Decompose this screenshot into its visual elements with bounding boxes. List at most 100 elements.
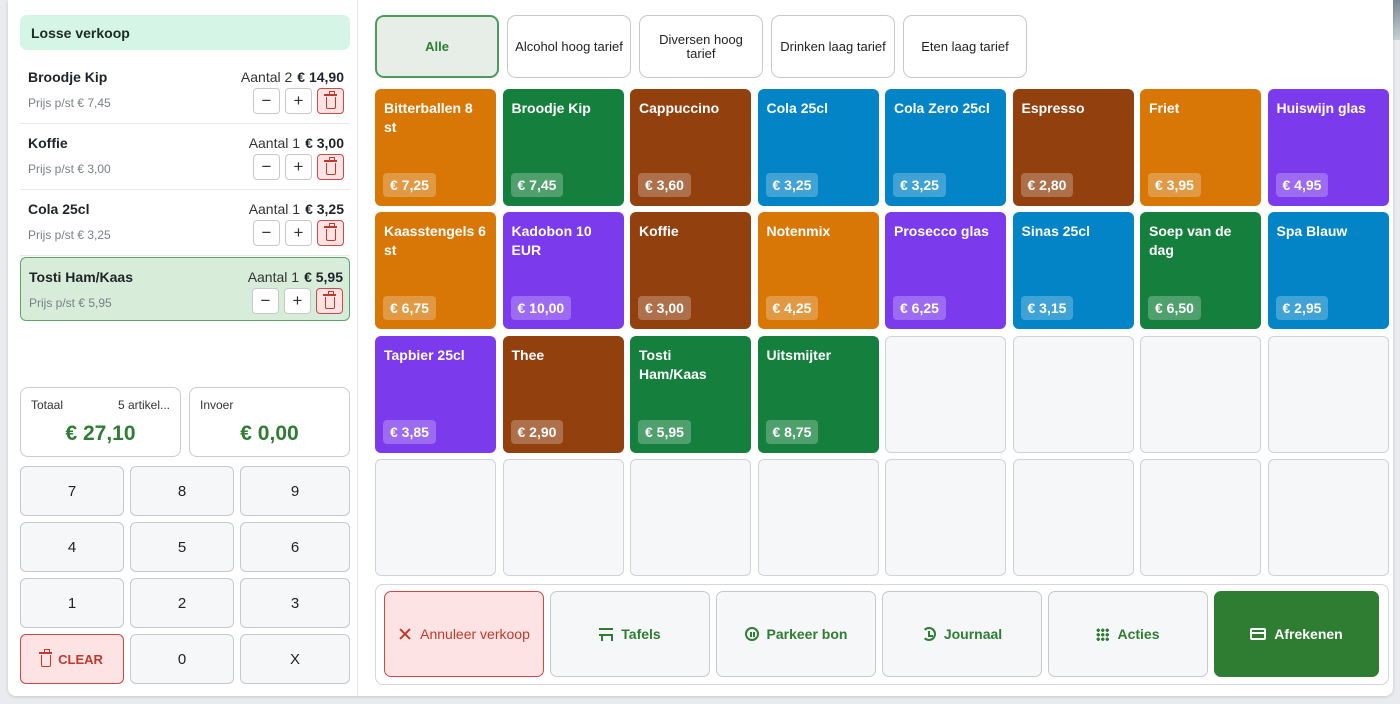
product-tile[interactable]: Notenmix € 4,25 (757, 212, 879, 329)
increase-button[interactable]: + (285, 220, 312, 246)
product-tile[interactable]: Spa Blauw € 2,95 (1267, 212, 1389, 329)
action-label: Journaal (943, 626, 1003, 642)
product-price: € 5,95 (638, 420, 691, 444)
product-name: Koffie (639, 223, 679, 239)
sale-header: Losse verkoop (20, 15, 350, 50)
input-value: € 0,00 (240, 422, 299, 445)
clear-label: CLEAR (58, 651, 103, 667)
product-name: Broodje Kip (511, 100, 591, 116)
product-tile[interactable]: Tosti Ham/Kaas € 5,95 (630, 336, 751, 453)
product-name: Espresso (1021, 100, 1085, 116)
key-4[interactable]: 4 (20, 522, 124, 572)
cart-item-controls: − + (252, 288, 343, 314)
key-8[interactable]: 8 (130, 466, 234, 516)
key-1[interactable]: 1 (20, 578, 124, 628)
trash-icon (323, 90, 337, 109)
remove-item-button[interactable] (317, 88, 344, 114)
product-name: Friet (1149, 100, 1180, 116)
product-name: Notenmix (766, 223, 831, 239)
annuleer-verkoop-button[interactable]: Annuleer verkoop (384, 591, 544, 677)
journaal-button[interactable]: Journaal (882, 591, 1042, 677)
key-0[interactable]: 0 (130, 634, 234, 684)
product-price: € 7,45 (510, 173, 564, 197)
category-tab[interactable]: Eten laag tarief (903, 15, 1027, 78)
increase-button[interactable]: + (284, 288, 311, 314)
category-tab[interactable]: Diversen hoog tarief (639, 15, 763, 78)
product-tile[interactable]: Tapbier 25cl € 3,85 (375, 336, 496, 453)
key-5[interactable]: 5 (130, 522, 234, 572)
acties-button[interactable]: Acties (1048, 591, 1208, 677)
product-price: € 4,95 (1275, 173, 1329, 197)
product-tile[interactable]: Bitterballen 8 st € 7,25 (375, 89, 496, 206)
decrease-button[interactable]: − (252, 288, 279, 314)
afrekenen-button[interactable]: Afrekenen (1214, 591, 1379, 677)
decrease-button[interactable]: − (253, 220, 280, 246)
empty-tile (502, 459, 624, 576)
tafels-button[interactable]: Tafels (550, 591, 710, 677)
input-card: Invoer € 0,00 (189, 387, 350, 457)
product-name: Huiswijn glas (1276, 100, 1366, 116)
action-label: Annuleer verkoop (420, 626, 530, 642)
product-tile[interactable]: Koffie € 3,00 (630, 212, 751, 329)
clear-button[interactable]: CLEAR (20, 634, 124, 684)
product-price: € 4,25 (765, 296, 819, 320)
product-tile[interactable]: Broodje Kip € 7,45 (502, 89, 624, 206)
empty-tile (630, 459, 751, 576)
cart-item[interactable]: Broodje Kip Aantal 2 € 14,90 Prijs p/st € 7… (20, 58, 350, 124)
product-tile[interactable]: Kaasstengels 6 st € 6,75 (375, 212, 496, 329)
product-tile[interactable]: Cola Zero 25cl € 3,25 (885, 89, 1006, 206)
category-tab[interactable]: Alcohol hoog tarief (507, 15, 631, 78)
cart-item-qty-label: Aantal 1 (247, 269, 300, 285)
category-tab[interactable]: Drinken laag tarief (771, 15, 895, 78)
key-7[interactable]: 7 (20, 466, 124, 516)
product-tile[interactable]: Prosecco glas € 6,25 (885, 212, 1006, 329)
cart-item-total: € 3,25 (305, 201, 344, 217)
cart-item-controls: − + (253, 154, 344, 180)
increase-button[interactable]: + (285, 154, 312, 180)
cart-item-name: Cola 25cl (28, 201, 90, 217)
product-tile[interactable]: Huiswijn glas € 4,95 (1267, 89, 1389, 206)
cart-item-unit-price: Prijs p/st € 3,25 (28, 228, 111, 242)
cart-item-qty-label: Aantal 1 (248, 135, 301, 151)
product-tile[interactable]: Kadobon 10 EUR € 10,00 (502, 212, 624, 329)
cart-item-quantity: Aantal 1 € 3,25 (249, 201, 344, 217)
key-3[interactable]: 3 (240, 578, 350, 628)
decrease-button[interactable]: − (253, 88, 280, 114)
product-tile[interactable]: Thee € 2,90 (502, 336, 624, 453)
product-price: € 8,75 (765, 420, 819, 444)
cart-item-controls: − + (253, 88, 344, 114)
empty-tile (885, 336, 1006, 453)
action-label: Acties (1117, 626, 1160, 642)
product-price: € 3,15 (1020, 296, 1074, 320)
product-price: € 6,50 (1148, 296, 1201, 320)
background-window-edge (1392, 0, 1400, 40)
product-name: Kaasstengels 6 st (384, 223, 486, 258)
cart-item[interactable]: Koffie Aantal 1 € 3,00 Prijs p/st € 3,00 − + (20, 124, 350, 190)
key-6[interactable]: 6 (240, 522, 350, 572)
cart-item[interactable]: Cola 25cl Aantal 1 € 3,25 Prijs p/st € 3,25… (20, 190, 350, 256)
parkeer-bon-button[interactable]: Parkeer bon (716, 591, 876, 677)
key-2[interactable]: 2 (130, 578, 234, 628)
product-tile[interactable]: Uitsmijter € 8,75 (757, 336, 879, 453)
remove-item-button[interactable] (316, 288, 343, 314)
product-tile[interactable]: Cola 25cl € 3,25 (757, 89, 879, 206)
product-name: Cappuccino (639, 100, 720, 116)
cart-list: Broodje Kip Aantal 2 € 14,90 Prijs p/st € 7… (20, 58, 350, 321)
backspace-key[interactable]: X (240, 634, 350, 684)
action-label: Tafels (621, 626, 661, 642)
remove-item-button[interactable] (317, 154, 344, 180)
cart-item-unit-price: Prijs p/st € 7,45 (28, 96, 111, 110)
increase-button[interactable]: + (285, 88, 312, 114)
product-tile[interactable]: Espresso € 2,80 (1012, 89, 1134, 206)
product-tile[interactable]: Friet € 3,95 (1140, 89, 1261, 206)
category-tab[interactable]: Alle (375, 15, 499, 78)
decrease-button[interactable]: − (253, 154, 280, 180)
product-price: € 3,25 (765, 173, 819, 197)
remove-item-button[interactable] (317, 220, 344, 246)
product-tile[interactable]: Cappuccino € 3,60 (630, 89, 751, 206)
product-tile[interactable]: Soep van de dag € 6,50 (1140, 212, 1261, 329)
cart-item[interactable]: Tosti Ham/Kaas Aantal 1 € 5,95 Prijs p/st €… (20, 257, 350, 321)
product-tile[interactable]: Sinas 25cl € 3,15 (1012, 212, 1134, 329)
product-price: € 2,80 (1020, 173, 1074, 197)
key-9[interactable]: 9 (240, 466, 350, 516)
